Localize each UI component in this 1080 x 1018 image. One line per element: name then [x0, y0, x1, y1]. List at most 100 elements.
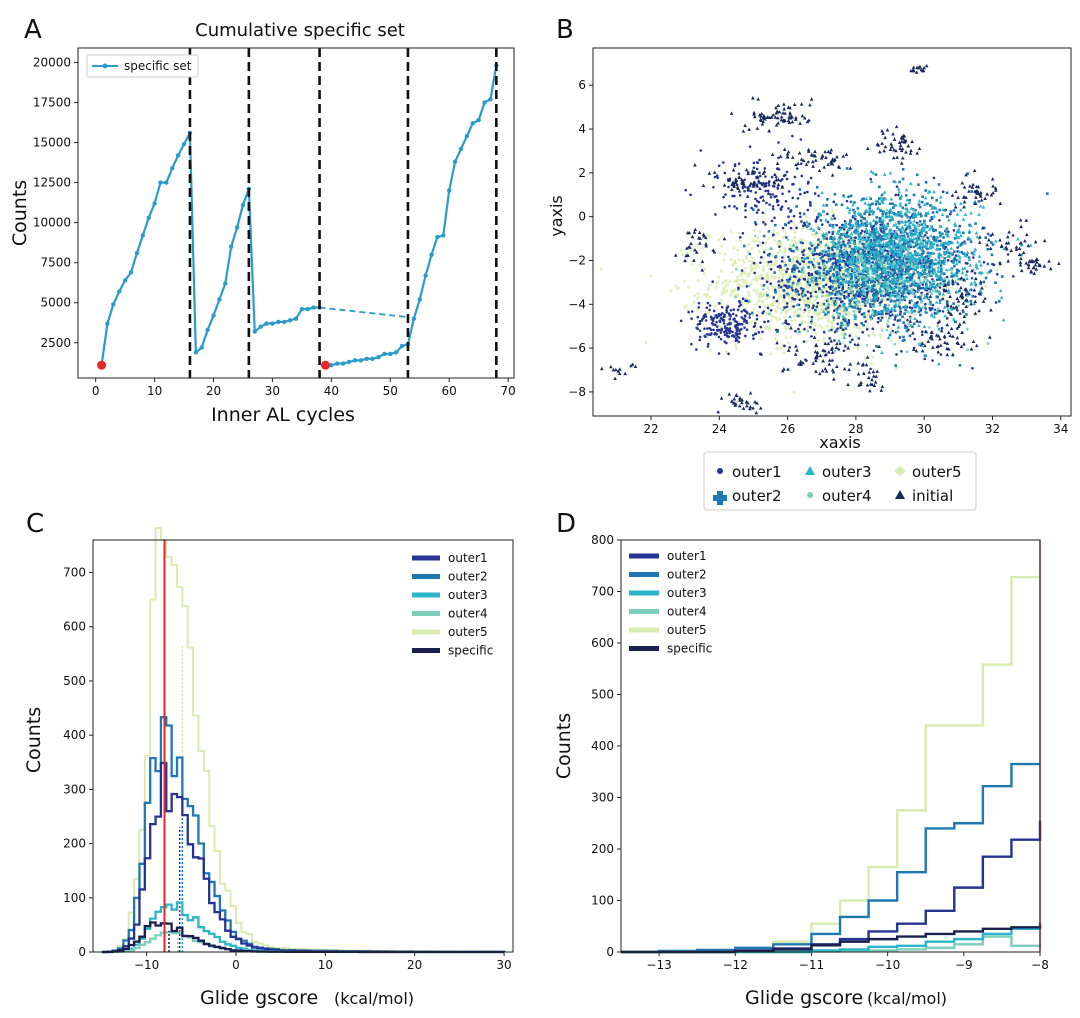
- panel-b-point-outer3: [929, 312, 934, 317]
- panel-b-point-outer2: [912, 216, 915, 219]
- panel-b-point-outer5: [778, 306, 782, 311]
- panel-b-point-outer2: [874, 237, 877, 241]
- panel-b-point-outer3: [949, 251, 954, 255]
- panel-b-point-outer4: [826, 294, 829, 297]
- panel-b-point-outer5: [791, 271, 796, 276]
- panel-b-point-outer4: [781, 308, 785, 312]
- panel-b-point-outer2: [928, 260, 931, 264]
- panel-b-point-outer1: [742, 320, 746, 323]
- panel-b-point-outer5: [765, 262, 770, 267]
- panel-b-point-outer1: [743, 315, 747, 318]
- panel-b-point-outer4: [887, 234, 890, 238]
- panel-b-point-outer3: [867, 221, 872, 225]
- panel-b-point-initial: [774, 105, 778, 110]
- panel-b-point-outer2: [834, 265, 837, 269]
- panel-b-point-outer5: [692, 252, 696, 257]
- panel-b-point-outer2: [901, 269, 904, 273]
- panel-b-point-outer1: [720, 305, 724, 309]
- panel-b-point-outer5: [755, 288, 759, 293]
- panel-b-point-outer5: [918, 340, 923, 345]
- panel-b-point-outer4: [848, 275, 851, 279]
- panel-b-point-outer3: [964, 253, 968, 258]
- panel-b-point-outer3: [877, 240, 882, 245]
- panel-b-point-outer1: [972, 256, 975, 259]
- panel-b-point-outer3: [938, 200, 943, 204]
- panel-b-point-outer3: [929, 301, 933, 306]
- panel-b-point-outer4: [870, 275, 874, 279]
- panel-b-point-outer4: [920, 294, 924, 297]
- panel-b-point-outer4: [865, 241, 869, 245]
- panel-b-point-outer3: [878, 273, 882, 277]
- panel-b-point-outer5: [668, 288, 673, 293]
- panel-b-point-outer3: [896, 187, 901, 191]
- panel-b-point-outer4: [818, 269, 821, 273]
- panel-b-point-outer1: [776, 187, 780, 190]
- panel-b-point-outer3: [811, 228, 816, 232]
- panel-b-point-outer2: [914, 305, 917, 309]
- panel-b-point-outer4: [913, 265, 917, 268]
- panel-b-point-outer5: [778, 346, 783, 351]
- panel-b-point-outer2: [875, 261, 879, 265]
- panel-b-point-outer3: [892, 307, 897, 311]
- panel-b-point-outer4: [832, 276, 836, 280]
- panel-b-point-outer3: [934, 300, 939, 304]
- panel-b-point-outer5: [775, 304, 780, 309]
- panel-b-point-outer4: [898, 301, 901, 305]
- panel-b-point-outer2: [990, 253, 994, 257]
- panel-b-point-outer5: [772, 263, 776, 268]
- panel-b-point-outer2: [943, 272, 946, 275]
- panel-b-point-outer3: [875, 310, 880, 314]
- panel-b-point-outer3: [849, 223, 854, 228]
- panel-b-point-outer1: [718, 319, 722, 323]
- panel-b-point-outer4: [902, 271, 906, 275]
- panel-b-point-outer2: [892, 232, 895, 236]
- panel-b-point-outer3: [853, 266, 857, 271]
- panel-b-point-outer3: [908, 242, 913, 247]
- panel-b-point-outer3: [916, 212, 921, 216]
- panel-b-point-outer3: [924, 265, 928, 269]
- panel-b-point-outer5: [743, 278, 748, 283]
- panel-b-point-outer3: [883, 197, 888, 201]
- panel-b-point-outer3: [1019, 243, 1024, 247]
- panel-b-xtick-label: 34: [1053, 422, 1068, 436]
- panel-b-point-outer5: [883, 314, 888, 319]
- panel-b-point-outer5: [789, 246, 794, 251]
- panel-b-point-outer5: [803, 309, 808, 314]
- panel-b-point-outer1: [864, 304, 867, 308]
- panel-b-point-outer2: [835, 270, 839, 274]
- panel-b-point-outer3: [921, 225, 926, 230]
- panel-b-point-outer5: [702, 271, 706, 276]
- panel-b-point-outer1: [748, 313, 752, 316]
- panel-b-point-outer2: [836, 260, 840, 264]
- panel-b-xtick-label: 26: [780, 422, 795, 436]
- panel-b-point-outer2: [918, 234, 922, 238]
- panel-b-point-outer5: [730, 262, 735, 267]
- panel-b-point-outer2: [853, 247, 856, 251]
- panel-b-point-outer2: [879, 217, 882, 220]
- panel-b-point-outer1: [832, 214, 835, 218]
- panel-b-point-initial: [763, 117, 767, 121]
- panel-b-point-outer1: [708, 327, 712, 330]
- panel-b-point-outer2: [952, 274, 956, 277]
- panel-b-point-outer3: [922, 220, 926, 225]
- panel-b-point-outer3: [786, 291, 791, 296]
- panel-b-point-outer3: [891, 245, 896, 249]
- panel-b-point-outer2: [849, 340, 852, 344]
- panel-b-point-outer3: [852, 210, 857, 215]
- panel-b-point-outer2: [885, 257, 888, 260]
- panel-b-point-outer4: [894, 301, 898, 305]
- panel-b-point-outer1: [793, 175, 797, 179]
- panel-b-point-outer5: [747, 258, 752, 263]
- panel-b-point-outer2: [819, 240, 823, 244]
- panel-b-point-outer5: [895, 285, 900, 290]
- panel-b-point-outer3: [868, 252, 872, 257]
- panel-a-legend-marker: [102, 63, 108, 69]
- panel-b-point-outer1: [698, 335, 702, 339]
- panel-b-point-outer2: [893, 299, 896, 303]
- panel-b-point-outer1: [757, 331, 761, 334]
- panel-b-point-outer2: [942, 242, 946, 245]
- panel-b-point-outer2: [873, 269, 877, 272]
- panel-b-point-outer1: [791, 196, 795, 200]
- panel-b-point-outer1: [836, 322, 840, 326]
- panel-b-point-outer3: [935, 309, 940, 313]
